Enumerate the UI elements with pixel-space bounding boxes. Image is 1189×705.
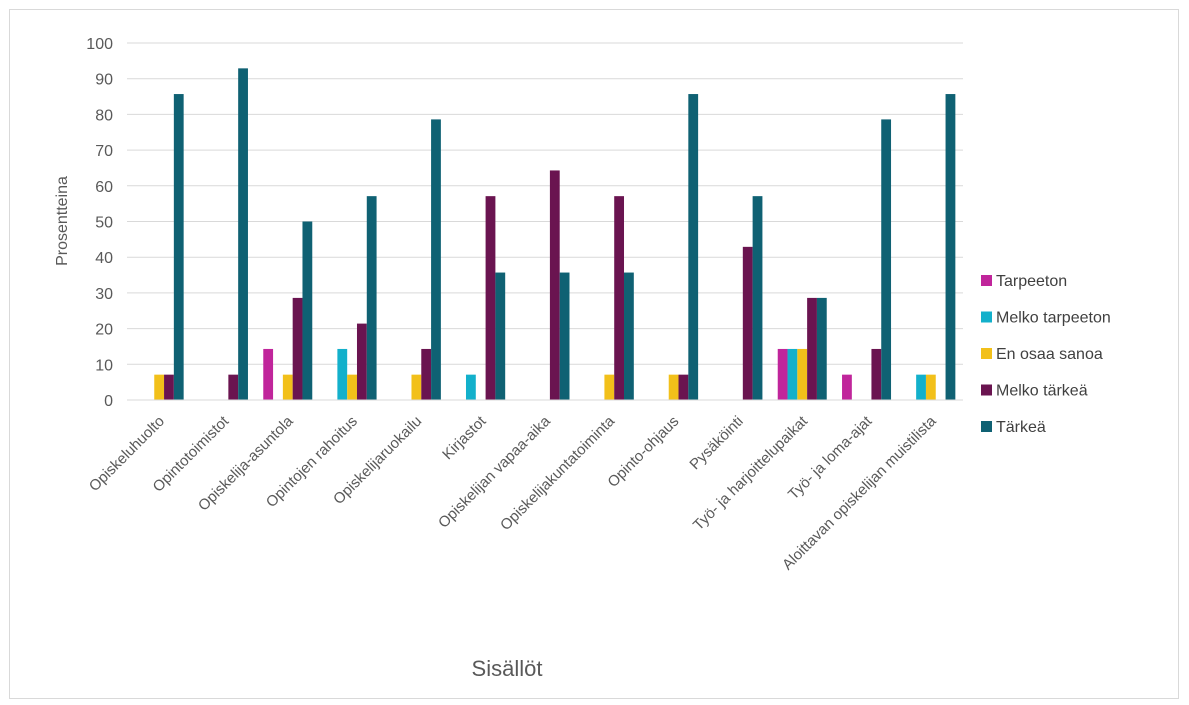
bar <box>302 221 313 400</box>
bar <box>549 170 560 400</box>
bar <box>604 374 615 400</box>
bar <box>678 374 689 400</box>
x-category-label: Opiskelijakuntatoiminta <box>497 412 619 534</box>
bar <box>421 348 432 400</box>
legend-label: Tärkeä <box>996 419 1046 436</box>
bar <box>495 272 506 400</box>
legend-label: Tarpeeton <box>996 273 1067 290</box>
bar <box>164 374 174 400</box>
bar <box>465 374 476 400</box>
y-tick-label: 30 <box>95 286 113 303</box>
legend-label: Melko tärkeä <box>996 383 1088 400</box>
bar <box>356 323 367 400</box>
y-tick-label: 70 <box>95 143 113 160</box>
y-axis-ticks: 0 10 20 30 40 50 60 70 80 90 100 <box>86 36 113 410</box>
bar <box>154 374 165 400</box>
gridlines <box>127 42 963 365</box>
bar <box>337 348 348 400</box>
bar <box>614 196 625 400</box>
bar <box>688 94 699 401</box>
bar <box>787 348 798 400</box>
bar <box>871 348 882 400</box>
y-tick-label: 20 <box>95 322 113 339</box>
bar <box>881 119 892 401</box>
x-category-label: Työ- ja harjoittelupaikat <box>690 412 812 534</box>
x-category-label: Opiskelijan vapaa-aika <box>435 412 554 531</box>
bar <box>347 374 357 400</box>
bar <box>366 196 377 400</box>
bar <box>916 374 926 400</box>
legend-swatch <box>981 348 992 359</box>
y-tick-label: 50 <box>95 215 113 232</box>
bar <box>807 297 817 400</box>
bar <box>292 297 303 400</box>
bar <box>282 374 293 400</box>
y-tick-label: 0 <box>104 393 113 410</box>
bar <box>263 348 274 400</box>
bar <box>842 374 852 400</box>
legend-swatch <box>981 384 992 396</box>
bar <box>668 374 679 400</box>
y-axis-title: Prosentteina <box>54 176 71 266</box>
bar <box>742 246 753 400</box>
x-category-label: Pysäköinti <box>686 413 746 473</box>
bar <box>431 119 441 401</box>
y-tick-label: 10 <box>95 357 113 374</box>
legend-swatch <box>981 311 992 323</box>
y-tick-label: 60 <box>95 179 113 196</box>
legend: Tarpeeton Melko tarpeeton En osaa sanoa Mel… <box>981 273 1111 436</box>
bar <box>238 68 248 400</box>
bar <box>411 374 422 400</box>
legend-label: Melko tarpeeton <box>996 310 1111 327</box>
bar <box>752 196 763 400</box>
legend-swatch <box>981 275 992 286</box>
y-tick-label: 100 <box>86 36 113 53</box>
bar <box>624 272 634 400</box>
legend-swatch <box>981 421 992 432</box>
y-tick-label: 80 <box>95 107 113 124</box>
bar <box>485 196 496 400</box>
legend-label: En osaa sanoa <box>996 346 1103 363</box>
y-tick-label: 90 <box>95 72 113 89</box>
x-category-label: Kirjastot <box>439 412 490 463</box>
bars <box>154 68 956 401</box>
bar <box>228 374 239 400</box>
bar <box>777 348 788 400</box>
x-axis-categories: OpiskeluhuoltoOpintotoimistotOpiskelija-… <box>86 412 940 573</box>
bar <box>797 348 808 400</box>
x-axis-title: Sisällöt <box>472 656 543 681</box>
bar <box>945 94 956 401</box>
y-tick-label: 40 <box>95 250 113 267</box>
bar <box>816 297 827 400</box>
bar <box>559 272 570 400</box>
bar <box>173 94 184 401</box>
bar <box>925 374 936 400</box>
